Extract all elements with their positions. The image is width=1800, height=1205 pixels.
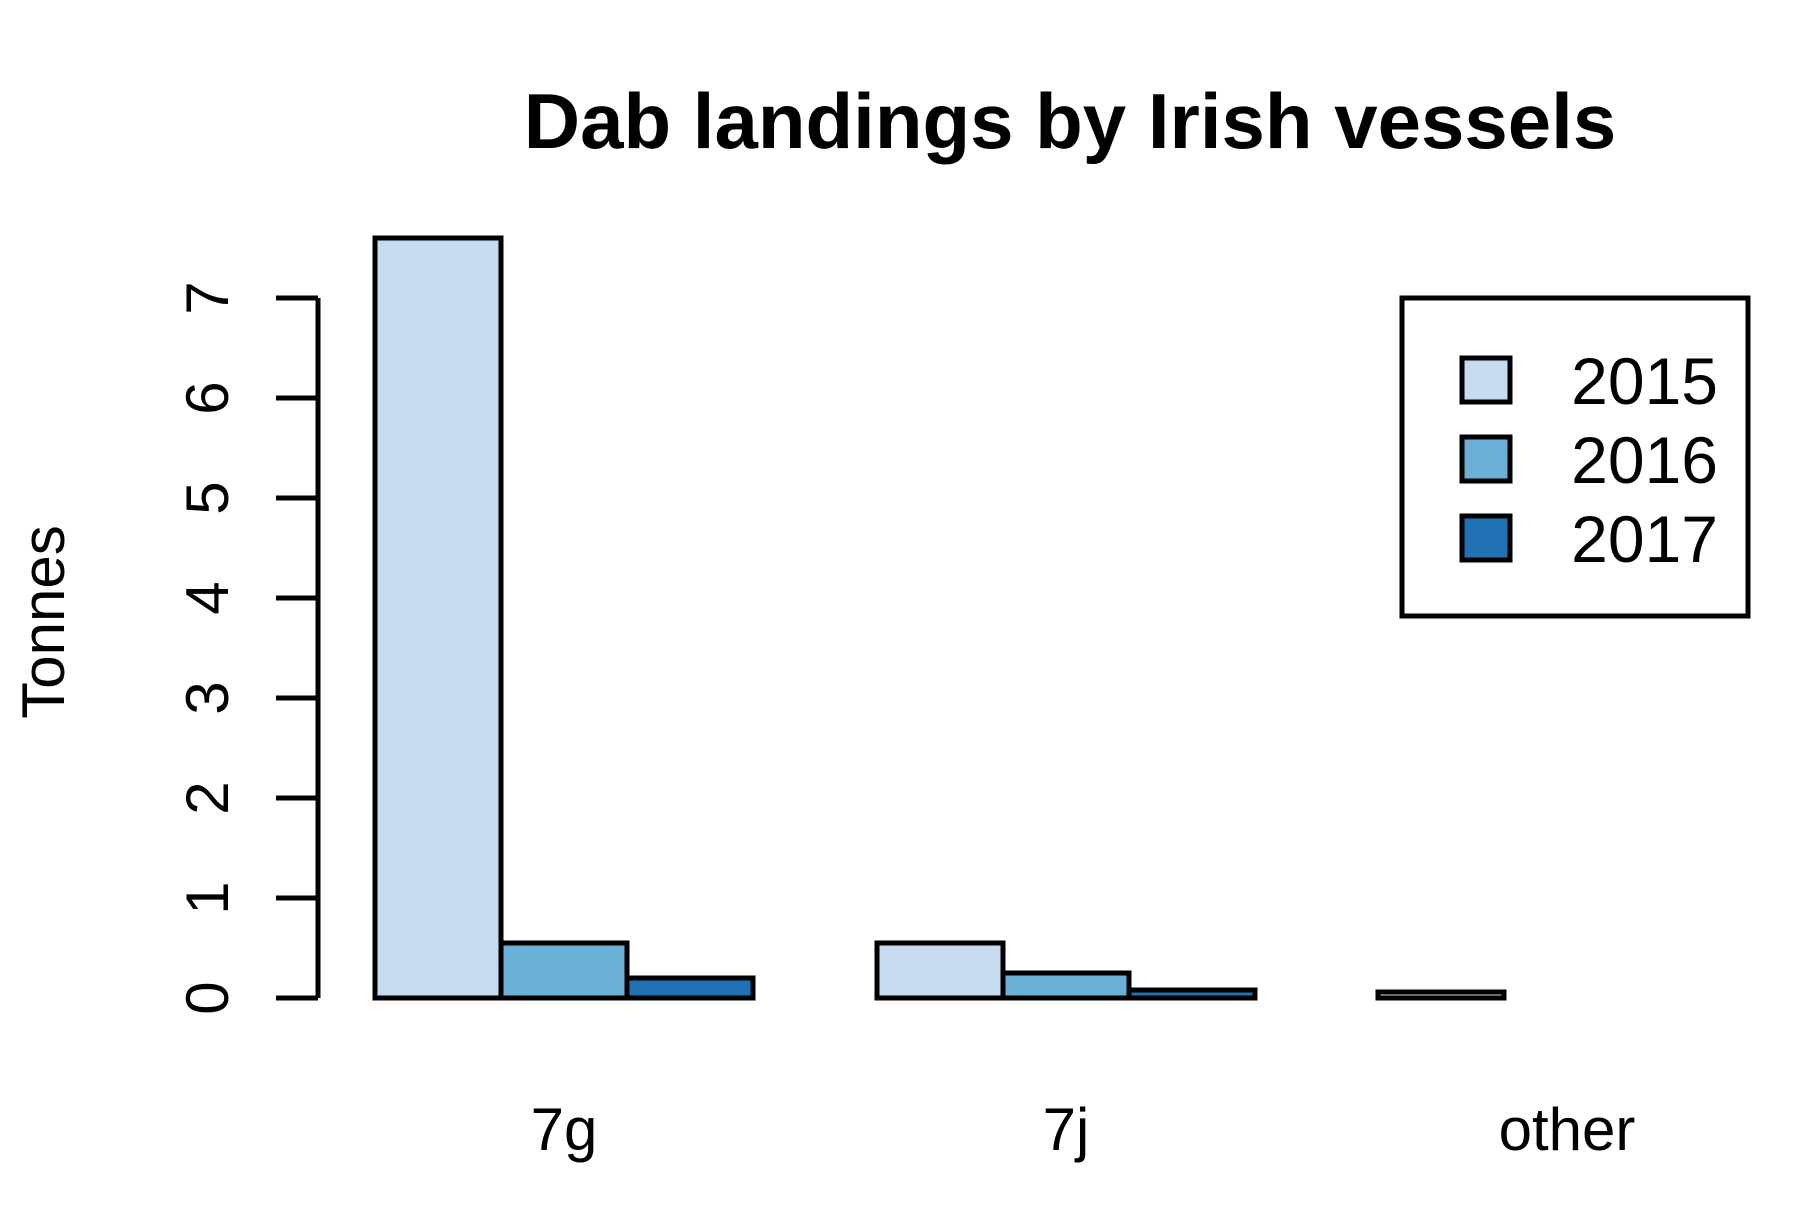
y-axis-label: Tonnes	[10, 525, 77, 718]
legend-label: 2015	[1571, 344, 1718, 418]
y-tick-label: 4	[174, 581, 241, 614]
legend-label: 2017	[1571, 502, 1718, 576]
legend-swatch	[1459, 513, 1513, 563]
y-axis: 0 1 2 3 4 5 6 7	[174, 281, 321, 1015]
y-tick-label: 2	[174, 781, 241, 814]
bar	[1000, 970, 1132, 1001]
x-tick-label: 7g	[531, 1096, 598, 1163]
x-axis-labels: 7g 7j other	[531, 1096, 1636, 1163]
bars	[372, 235, 1507, 1001]
chart-title: Dab landings by Irish vessels	[524, 77, 1616, 165]
y-tick-label: 1	[174, 881, 241, 914]
bar	[624, 975, 756, 1001]
y-tick-label: 3	[174, 681, 241, 714]
y-tick-label: 0	[174, 981, 241, 1014]
legend-label: 2016	[1571, 423, 1718, 497]
y-tick-label: 6	[174, 381, 241, 414]
bar	[498, 940, 630, 1001]
bar	[874, 940, 1006, 1001]
x-tick-label: other	[1499, 1096, 1636, 1163]
legend-swatch	[1459, 434, 1513, 484]
legend-box	[1399, 295, 1751, 619]
y-tick-label: 5	[174, 481, 241, 514]
bar	[1126, 987, 1258, 1001]
x-tick-label: 7j	[1043, 1096, 1090, 1163]
bar	[1375, 989, 1507, 1001]
y-tick-label: 7	[174, 281, 241, 314]
legend-swatch	[1459, 355, 1513, 405]
bar	[372, 235, 504, 1001]
